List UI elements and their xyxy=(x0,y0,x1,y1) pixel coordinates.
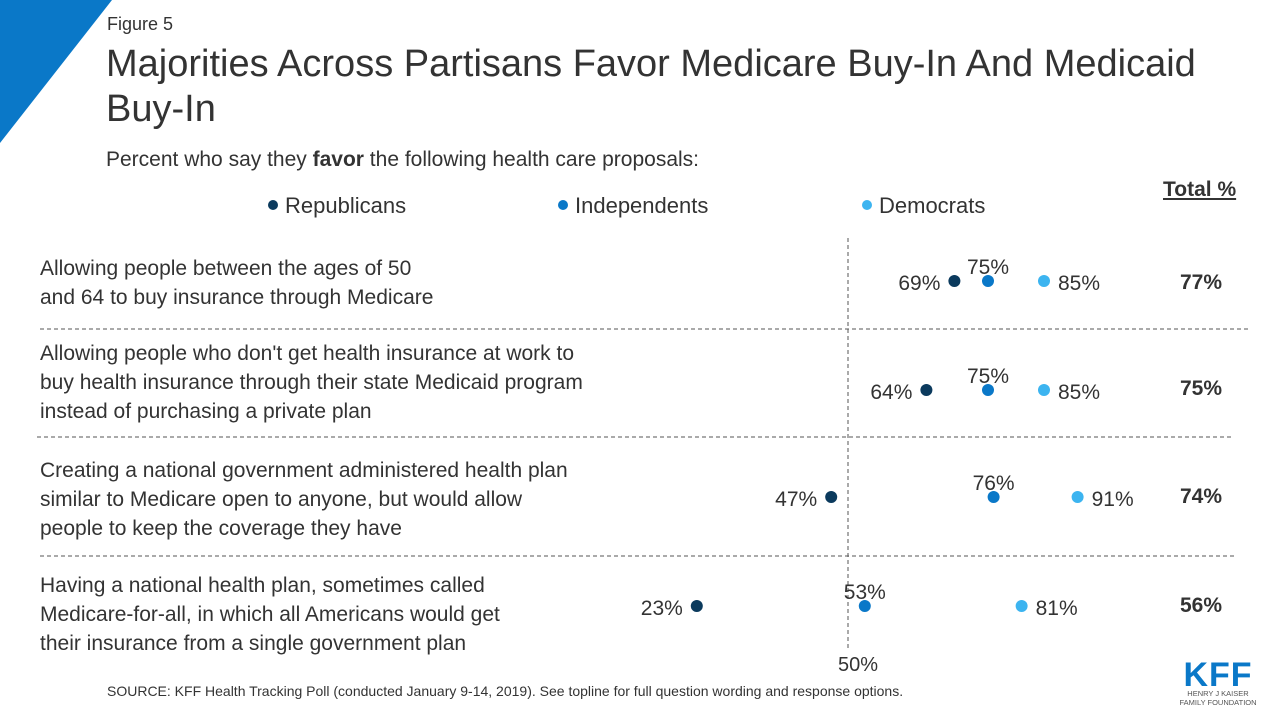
total-value-1: 77% xyxy=(1180,271,1223,294)
row-label-line: Having a national health plan, sometimes… xyxy=(40,574,485,597)
legend-dot-republicans xyxy=(268,200,278,210)
legend-democrats: Democrats xyxy=(862,193,985,219)
svg-text:KFF: KFF xyxy=(1183,656,1252,694)
figure-label: Figure 5 xyxy=(107,14,174,34)
source-note: SOURCE: KFF Health Tracking Poll (conduc… xyxy=(107,683,904,699)
data-label-republicans-row4: 23% xyxy=(641,597,683,620)
point-republicans-row1 xyxy=(948,275,961,287)
data-label-democrats-row1: 85% xyxy=(1058,272,1100,295)
row-label-1: Allowing people between the ages of 50 a… xyxy=(40,254,433,312)
point-independents-row4 xyxy=(858,600,871,612)
row-label-3: Creating a national government administe… xyxy=(40,456,568,543)
legend-dot-democrats xyxy=(862,200,872,210)
data-label-democrats-row4: 81% xyxy=(1036,597,1078,620)
legend-label-democrats: Democrats xyxy=(879,193,986,218)
point-democrats-row2 xyxy=(1038,384,1050,396)
row-label-2: Allowing people who don't get health ins… xyxy=(40,339,583,426)
chart-subtitle: Percent who say they favor the following… xyxy=(106,148,700,171)
reference-line-label: 50% xyxy=(838,654,878,676)
corner-accent xyxy=(0,0,112,143)
point-republicans-row4 xyxy=(690,600,703,612)
row-label-line: their insurance from a single government… xyxy=(40,632,467,655)
svg-text:FAMILY FOUNDATION: FAMILY FOUNDATION xyxy=(1179,698,1256,707)
row-label-line: similar to Medicare open to anyone, but … xyxy=(40,488,523,511)
data-label-republicans-row2: 64% xyxy=(870,381,912,404)
row-label-line: Allowing people between the ages of 50 xyxy=(40,257,412,280)
point-independents-row3 xyxy=(987,491,1000,503)
data-label-republicans-row3: 47% xyxy=(775,488,817,511)
total-value-2: 75% xyxy=(1180,377,1223,400)
total-value-4: 56% xyxy=(1180,594,1223,617)
point-democrats-row1 xyxy=(1038,275,1050,287)
data-label-independents-row3: 76% xyxy=(973,472,1015,495)
data-label-independents-row2: 75% xyxy=(967,365,1009,388)
legend-republicans: Republicans xyxy=(268,193,406,219)
point-democrats-row4 xyxy=(1015,600,1028,612)
total-value-3: 74% xyxy=(1180,485,1223,508)
point-republicans-row2 xyxy=(920,384,933,396)
row-label-line: people to keep the coverage they have xyxy=(40,517,402,540)
data-label-independents-row1: 75% xyxy=(967,256,1009,279)
data-label-independents-row4: 53% xyxy=(844,581,886,604)
point-independents-row1 xyxy=(982,275,994,287)
legend-independents: Independents xyxy=(558,193,708,219)
legend-label-independents: Independents xyxy=(575,193,709,218)
chart-title: Majorities Across Partisans Favor Medica… xyxy=(106,43,1196,130)
data-label-democrats-row3: 91% xyxy=(1092,488,1134,511)
point-democrats-row3 xyxy=(1071,491,1084,503)
row-label-line: Medicare-for-all, in which all Americans… xyxy=(40,603,500,626)
point-independents-row2 xyxy=(982,384,994,396)
point-republicans-row3 xyxy=(825,491,838,503)
data-label-democrats-row2: 85% xyxy=(1058,381,1100,404)
row-label-line: and 64 to buy insurance through Medicare xyxy=(40,286,434,309)
row-label-line: Allowing people who don't get health ins… xyxy=(40,342,575,365)
row-label-line: buy health insurance through their state… xyxy=(40,371,583,394)
kff-logo: KFF HENRY J KAISER FAMILY FOUNDATION xyxy=(1179,656,1256,707)
total-header: Total % xyxy=(1163,178,1237,201)
svg-text:HENRY J KAISER: HENRY J KAISER xyxy=(1187,689,1249,698)
row-label-line: Creating a national government administe… xyxy=(40,459,568,482)
row-label-4: Having a national health plan, sometimes… xyxy=(40,571,500,658)
legend-dot-independents xyxy=(558,200,568,210)
data-label-republicans-row1: 69% xyxy=(898,272,940,295)
legend-label-republicans: Republicans xyxy=(285,193,407,218)
row-label-line: instead of purchasing a private plan xyxy=(40,400,372,423)
